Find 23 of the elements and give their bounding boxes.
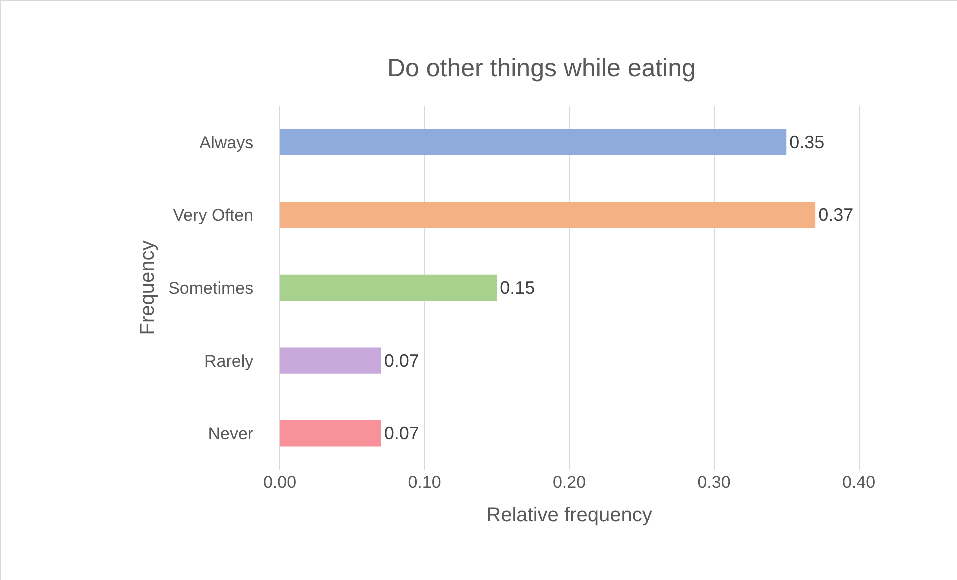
data-label: 0.07 (384, 350, 420, 371)
data-label: 0.35 (790, 132, 825, 152)
bar (280, 348, 382, 374)
data-label: 0.07 (384, 424, 420, 444)
y-tick-label: Very Often (173, 206, 254, 226)
x-tick-label: 0.10 (408, 473, 442, 492)
x-tick-label: 0.00 (263, 473, 297, 492)
bar (280, 202, 816, 228)
x-tick-label: 0.30 (698, 473, 731, 492)
x-tick-label: 0.40 (842, 473, 876, 492)
bar (280, 274, 498, 302)
y-tick-label: Rarely (204, 352, 254, 371)
x-axis-title: Relative frequency (486, 504, 652, 526)
y-axis-title: Frequency (137, 240, 160, 336)
y-tick-label: Never (208, 424, 254, 444)
bar (280, 420, 382, 447)
y-tick-label: Always (200, 133, 254, 152)
bar (280, 129, 787, 156)
x-tick-label: 0.20 (552, 473, 586, 492)
chart-title: Do other things while eating (387, 54, 696, 82)
y-tick-label: Sometimes (168, 278, 254, 298)
data-label: 0.15 (500, 278, 536, 298)
data-label: 0.37 (818, 205, 854, 226)
